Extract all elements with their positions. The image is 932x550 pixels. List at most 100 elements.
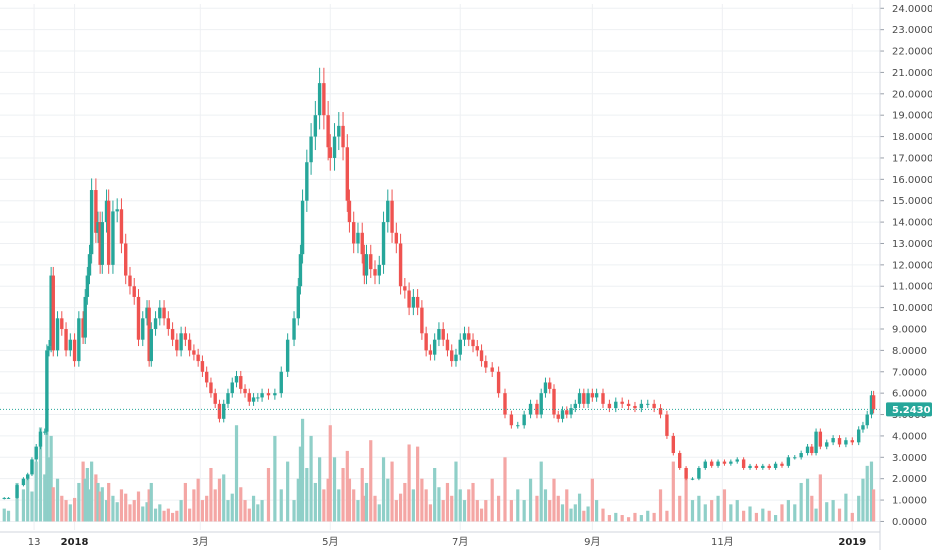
candle-body xyxy=(45,350,49,432)
candle-body xyxy=(729,461,733,464)
volume-bar xyxy=(861,478,865,522)
candle-body xyxy=(341,125,345,148)
volume-bar xyxy=(322,489,326,522)
candle-body xyxy=(141,318,145,340)
candle-body xyxy=(586,393,590,404)
candle-body xyxy=(665,414,669,436)
y-tick-label: 23.0000 xyxy=(892,25,932,36)
volume-bar xyxy=(94,474,98,522)
candle-body xyxy=(607,403,612,409)
y-tick-label: 9.0000 xyxy=(892,325,927,336)
volume-bar xyxy=(503,457,507,522)
y-tick-label: 12.0000 xyxy=(892,260,932,271)
price-axis[interactable]: 24.0000 23.0000 22.0000 21.0000 20.0000 19.00… xyxy=(879,0,932,550)
volume-bar xyxy=(837,508,842,522)
volume-bar xyxy=(407,444,411,522)
y-tick-label: 8.0000 xyxy=(892,346,927,357)
candle-body xyxy=(560,410,565,419)
candle-body xyxy=(646,403,650,405)
candle-body xyxy=(420,307,424,334)
volume-bar xyxy=(175,510,179,522)
candle-body xyxy=(149,329,153,362)
candle-body xyxy=(196,354,200,362)
candle-body xyxy=(614,401,618,409)
volume-bar xyxy=(416,446,420,522)
y-tick-label: 19.0000 xyxy=(892,111,932,122)
candle-body xyxy=(496,371,501,394)
candle-body xyxy=(305,162,309,201)
volume-bar xyxy=(516,489,520,522)
candle-body xyxy=(124,243,128,276)
candle-body xyxy=(119,209,124,244)
volume-bar xyxy=(565,489,569,522)
candle-body xyxy=(850,440,855,443)
candle-body xyxy=(552,388,556,415)
candle-body xyxy=(136,296,141,340)
volume-bar xyxy=(364,482,369,522)
volume-bar xyxy=(15,482,19,522)
candle-body xyxy=(793,457,797,459)
volume-bar xyxy=(337,489,341,522)
volume-bar xyxy=(390,461,394,522)
candle-body xyxy=(503,393,507,415)
candle-body xyxy=(535,403,539,415)
candle-body xyxy=(85,275,90,297)
volume-bar xyxy=(528,478,533,522)
volume-bar xyxy=(543,489,548,522)
y-tick-label: 6.0000 xyxy=(892,389,927,400)
volume-bar xyxy=(716,495,720,522)
candle-body xyxy=(89,190,94,255)
y-tick-label: 11.0000 xyxy=(892,282,932,293)
volume-bar xyxy=(490,478,494,522)
volume-bar xyxy=(300,418,305,522)
volume-bar xyxy=(857,495,861,522)
candle-body xyxy=(381,222,386,265)
candle-body xyxy=(298,254,303,287)
volume-bar xyxy=(586,506,590,522)
candle-body xyxy=(337,125,341,137)
volume-bar xyxy=(111,495,115,522)
x-tick-label: 7月 xyxy=(452,536,468,548)
volume-bar xyxy=(147,489,151,522)
volume-bar xyxy=(761,508,765,522)
candle-body xyxy=(773,463,778,468)
volume-bar xyxy=(754,512,759,522)
volume-bar xyxy=(234,425,239,522)
volume-bar xyxy=(403,482,407,522)
volume-bar xyxy=(209,467,213,522)
candle-body xyxy=(30,459,34,475)
volume-bar xyxy=(569,508,573,522)
candle-body xyxy=(94,190,98,233)
volume-bar xyxy=(286,461,290,522)
x-tick-label: 5月 xyxy=(322,536,338,548)
time-axis[interactable]: 1320183月5月7月9月11月20193月 xyxy=(0,531,932,548)
y-tick-label: 2.0000 xyxy=(892,474,927,485)
volume-bar xyxy=(256,504,260,522)
volume-bar xyxy=(251,495,256,522)
candle-body xyxy=(279,371,283,394)
volume-bar xyxy=(192,489,196,522)
volume-bar xyxy=(869,461,874,522)
volume-bar xyxy=(226,500,230,522)
candle-body xyxy=(844,440,848,445)
candle-body xyxy=(620,401,624,404)
candle-body xyxy=(601,393,605,404)
volume-bar xyxy=(831,500,835,522)
volume-bar xyxy=(471,482,475,522)
volume-bar xyxy=(132,500,136,522)
candle-body xyxy=(671,435,676,454)
volume-bar xyxy=(814,508,818,522)
candle-body xyxy=(626,403,631,406)
volume-bar xyxy=(21,489,26,522)
volume-bar xyxy=(582,510,586,522)
volume-bar xyxy=(266,467,271,522)
volume-bar xyxy=(552,478,556,522)
volume-bar xyxy=(810,495,814,522)
volume-bar xyxy=(318,457,322,522)
candle-body xyxy=(684,467,688,479)
volume-bar xyxy=(735,500,739,522)
volume-bar xyxy=(51,487,55,522)
candle-body xyxy=(25,474,30,479)
